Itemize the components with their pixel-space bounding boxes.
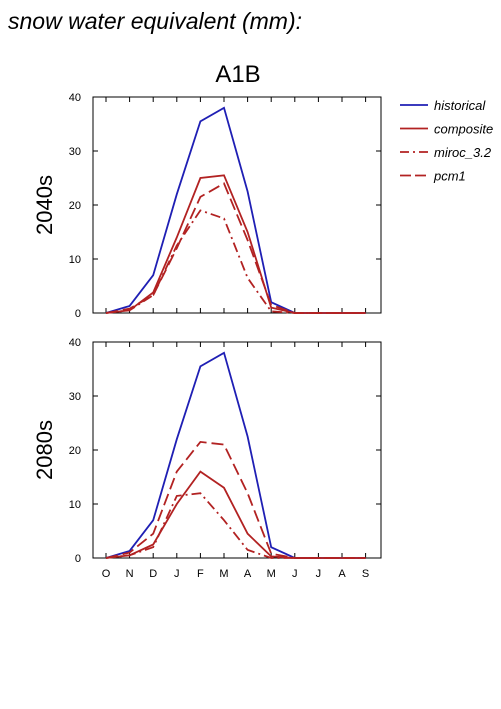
y-tick-label: 10 <box>69 254 81 266</box>
legend-label: pcm1 <box>433 169 466 184</box>
series-line-composite <box>105 174 366 314</box>
x-tick-label: S <box>362 568 369 580</box>
x-tick-label: M <box>267 568 276 580</box>
x-tick-label: M <box>219 568 228 580</box>
x-tick-label: D <box>149 568 157 580</box>
y-tick-label: 0 <box>75 308 81 320</box>
x-tick-label: A <box>338 568 346 580</box>
panel-label-2040s: 2040s <box>32 175 57 235</box>
panel-label-2080s: 2080s <box>32 420 57 480</box>
plot-frame-2080s <box>92 341 382 559</box>
x-tick-label: J <box>174 568 180 580</box>
y-tick-label: 30 <box>69 146 81 158</box>
series-line-miroc-3-2 <box>105 209 366 314</box>
series-line-pcm1 <box>105 440 366 559</box>
series-line-historical <box>105 351 366 559</box>
y-tick-label: 30 <box>69 391 81 403</box>
figure-subtitle: A1B <box>215 61 260 88</box>
legend-label: historical <box>434 98 486 113</box>
y-tick-label: 20 <box>69 445 81 457</box>
page-title: snow water equivalent (mm): <box>8 8 302 34</box>
y-tick-label: 40 <box>69 92 81 104</box>
series-line-miroc-3-2 <box>105 492 366 559</box>
legend-label: composite <box>434 122 493 137</box>
y-tick-label: 40 <box>69 337 81 349</box>
y-tick-label: 0 <box>75 553 81 565</box>
y-tick-label: 10 <box>69 499 81 511</box>
x-tick-label: N <box>126 568 134 580</box>
x-tick-label: F <box>197 568 204 580</box>
x-tick-label: O <box>102 568 111 580</box>
x-tick-label: J <box>316 568 322 580</box>
series-line-historical <box>105 106 366 314</box>
x-tick-label: A <box>244 568 252 580</box>
y-tick-label: 20 <box>69 200 81 212</box>
legend-label: miroc_3.2 <box>434 145 492 160</box>
x-tick-label: J <box>292 568 298 580</box>
series-line-composite <box>105 470 366 559</box>
